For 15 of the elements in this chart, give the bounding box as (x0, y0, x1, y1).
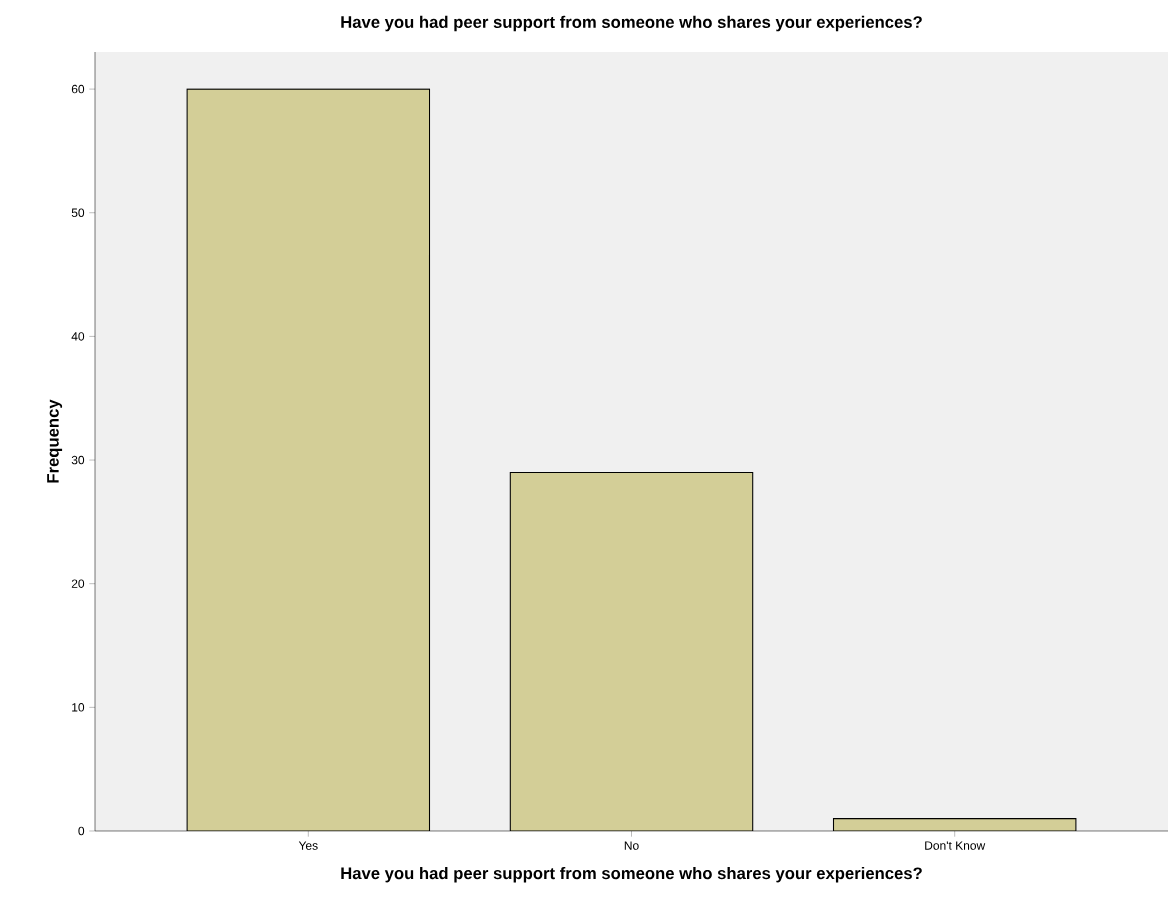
y-tick-label: 40 (71, 332, 85, 341)
x-tick-label: Yes (298, 841, 318, 850)
bar (186, 88, 431, 831)
y-tick-label: 10 (72, 703, 85, 712)
bar (509, 471, 754, 831)
y-tick-label: 30 (71, 455, 85, 465)
y-tick-label: 20 (71, 579, 85, 588)
x-tick-label: Don't Know (925, 841, 986, 850)
chart-title: Have you had peer support from someone who shares your experiences? (341, 15, 922, 32)
y-tick-label: 60 (71, 84, 85, 94)
y-tick-label: 0 (78, 826, 85, 836)
x-tick-label: No (624, 841, 639, 850)
x-axis-title: Have you had peer support from someone who shares your experiences? (341, 866, 922, 883)
y-axis-title: Frequency (47, 399, 63, 483)
y-tick-label: 50 (71, 208, 85, 217)
